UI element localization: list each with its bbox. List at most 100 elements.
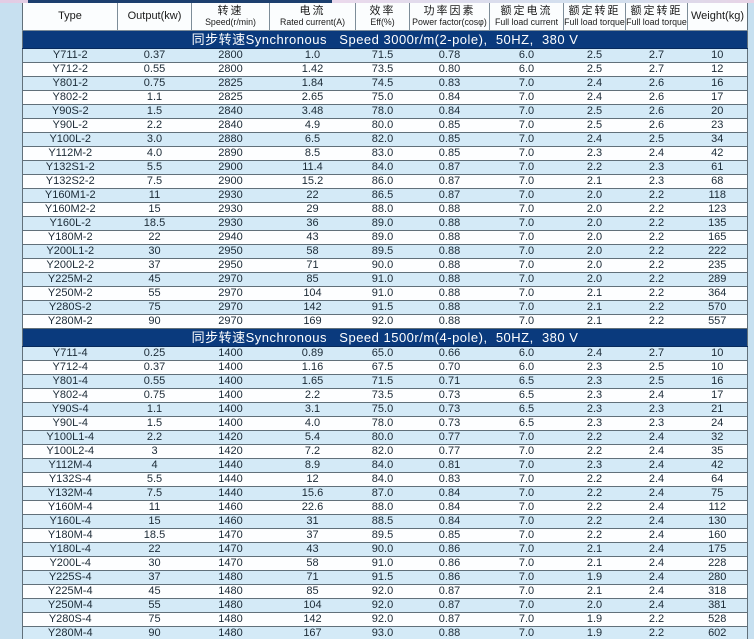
cell-type: Y132S2-2 bbox=[22, 174, 118, 189]
cell: 6.5 bbox=[489, 374, 564, 389]
cell: 7.0 bbox=[489, 146, 564, 161]
table-row: Y90S-4 1.1 1400 3.1 75.0 0.73 6.5 2.3 2.3 21 bbox=[22, 402, 748, 417]
cell: 2.4 bbox=[625, 444, 688, 459]
cell: 0.55 bbox=[117, 62, 192, 77]
cell: 2.4 bbox=[625, 500, 688, 515]
cell: 91.5 bbox=[355, 300, 410, 315]
table-row: Y712-2 0.55 2800 1.42 73.5 0.80 6.0 2.5 2.7 12 bbox=[22, 62, 748, 77]
cell: 7.0 bbox=[489, 258, 564, 273]
cell: 381 bbox=[687, 598, 748, 613]
cell: 88.0 bbox=[355, 500, 410, 515]
cell: 0.73 bbox=[409, 388, 490, 403]
cell: 89.5 bbox=[355, 528, 410, 543]
cell: 0.88 bbox=[409, 230, 490, 245]
cell: 85 bbox=[269, 272, 356, 287]
cell: 142 bbox=[269, 300, 356, 315]
col-header-full-load-torque-2-zh: 额定转距 bbox=[630, 5, 683, 17]
table-row: Y112M-2 4.0 2890 8.5 83.0 0.85 7.0 2.3 2.4 42 bbox=[22, 146, 748, 161]
cell: 1480 bbox=[191, 626, 270, 639]
cell: 2.5 bbox=[625, 132, 688, 147]
cell: 2.2 bbox=[625, 244, 688, 259]
col-header-output: Output(kw) bbox=[117, 3, 192, 31]
cell: 55 bbox=[117, 598, 192, 613]
table-row: Y712-4 0.37 1400 1.16 67.5 0.70 6.0 2.3 2.5 10 bbox=[22, 360, 748, 375]
cell: 29 bbox=[269, 202, 356, 217]
cell-type: Y801-2 bbox=[22, 76, 118, 91]
cell: 2940 bbox=[191, 230, 270, 245]
cell: 2.6 bbox=[625, 90, 688, 105]
cell: 0.25 bbox=[117, 346, 192, 361]
cell: 2.1 bbox=[563, 584, 626, 599]
cell: 71 bbox=[269, 258, 356, 273]
cell: 88.5 bbox=[355, 514, 410, 529]
cell: 0.84 bbox=[409, 500, 490, 515]
cell-type: Y100L2-4 bbox=[22, 444, 118, 459]
cell: 2.5 bbox=[625, 360, 688, 375]
cell: 2890 bbox=[191, 146, 270, 161]
cell: 1400 bbox=[191, 416, 270, 431]
cell: 2.5 bbox=[563, 104, 626, 119]
cell: 11 bbox=[117, 188, 192, 203]
cell: 2.2 bbox=[625, 314, 688, 329]
cell: 1420 bbox=[191, 430, 270, 445]
cell: 1470 bbox=[191, 542, 270, 557]
cell: 0.73 bbox=[409, 402, 490, 417]
cell: 0.87 bbox=[409, 598, 490, 613]
cell: 112 bbox=[687, 500, 748, 515]
cell: 18.5 bbox=[117, 528, 192, 543]
cell: 3.0 bbox=[117, 132, 192, 147]
cell: 2900 bbox=[191, 174, 270, 189]
cell: 2.3 bbox=[625, 174, 688, 189]
cell: 2.3 bbox=[563, 416, 626, 431]
cell-type: Y180L-4 bbox=[22, 542, 118, 557]
cell: 4.0 bbox=[117, 146, 192, 161]
cell-type: Y200L2-2 bbox=[22, 258, 118, 273]
cell: 58 bbox=[269, 244, 356, 259]
table-row: Y225S-4 37 1480 71 91.5 0.86 7.0 1.9 2.4 280 bbox=[22, 570, 748, 585]
table-row: Y180M-2 22 2940 43 89.0 0.88 7.0 2.0 2.2 165 bbox=[22, 230, 748, 245]
cell-type: Y250M-4 bbox=[22, 598, 118, 613]
cell: 7.0 bbox=[489, 286, 564, 301]
table-row: Y90S-2 1.5 2840 3.48 78.0 0.84 7.0 2.5 2.6 20 bbox=[22, 104, 748, 119]
col-header-weight: Weight(kg) bbox=[687, 3, 748, 31]
cell: 7.0 bbox=[489, 612, 564, 627]
cell: 0.85 bbox=[409, 132, 490, 147]
cell: 6.0 bbox=[489, 48, 564, 63]
cell: 7.0 bbox=[489, 514, 564, 529]
cell: 10 bbox=[687, 346, 748, 361]
cell: 1.84 bbox=[269, 76, 356, 91]
cell: 1440 bbox=[191, 472, 270, 487]
cell: 5.5 bbox=[117, 160, 192, 175]
cell: 7.0 bbox=[489, 598, 564, 613]
cell: 0.85 bbox=[409, 146, 490, 161]
cell: 90.0 bbox=[355, 542, 410, 557]
col-header-rated-current: 电流 Rated current(A) bbox=[269, 3, 356, 31]
table-row: Y90L-2 2.2 2840 4.9 80.0 0.85 7.0 2.5 2.6 23 bbox=[22, 118, 748, 133]
cell: 0.88 bbox=[409, 626, 490, 639]
cell: 2.2 bbox=[563, 444, 626, 459]
cell-type: Y711-2 bbox=[22, 48, 118, 63]
cell: 0.70 bbox=[409, 360, 490, 375]
cell: 2.3 bbox=[625, 160, 688, 175]
cell: 0.37 bbox=[117, 48, 192, 63]
cell: 1.1 bbox=[117, 90, 192, 105]
table-row: Y225M-2 45 2970 85 91.0 0.88 7.0 2.0 2.2 289 bbox=[22, 272, 748, 287]
cell: 2.0 bbox=[563, 202, 626, 217]
cell: 2.4 bbox=[625, 556, 688, 571]
cell: 1460 bbox=[191, 514, 270, 529]
cell-type: Y100L1-4 bbox=[22, 430, 118, 445]
cell: 89.0 bbox=[355, 216, 410, 231]
cell: 123 bbox=[687, 202, 748, 217]
cell: 10 bbox=[687, 48, 748, 63]
table-row: Y225M-4 45 1480 85 92.0 0.87 7.0 2.1 2.4 318 bbox=[22, 584, 748, 599]
col-header-power-factor-en: Power factor(cosφ) bbox=[412, 17, 487, 27]
cell: 1.1 bbox=[117, 402, 192, 417]
cell: 1.9 bbox=[563, 612, 626, 627]
cell: 2.7 bbox=[625, 48, 688, 63]
cell: 78.0 bbox=[355, 104, 410, 119]
cell: 93.0 bbox=[355, 626, 410, 639]
cell: 289 bbox=[687, 272, 748, 287]
cell: 2.0 bbox=[563, 272, 626, 287]
cell-type: Y711-4 bbox=[22, 346, 118, 361]
cell: 84.0 bbox=[355, 472, 410, 487]
